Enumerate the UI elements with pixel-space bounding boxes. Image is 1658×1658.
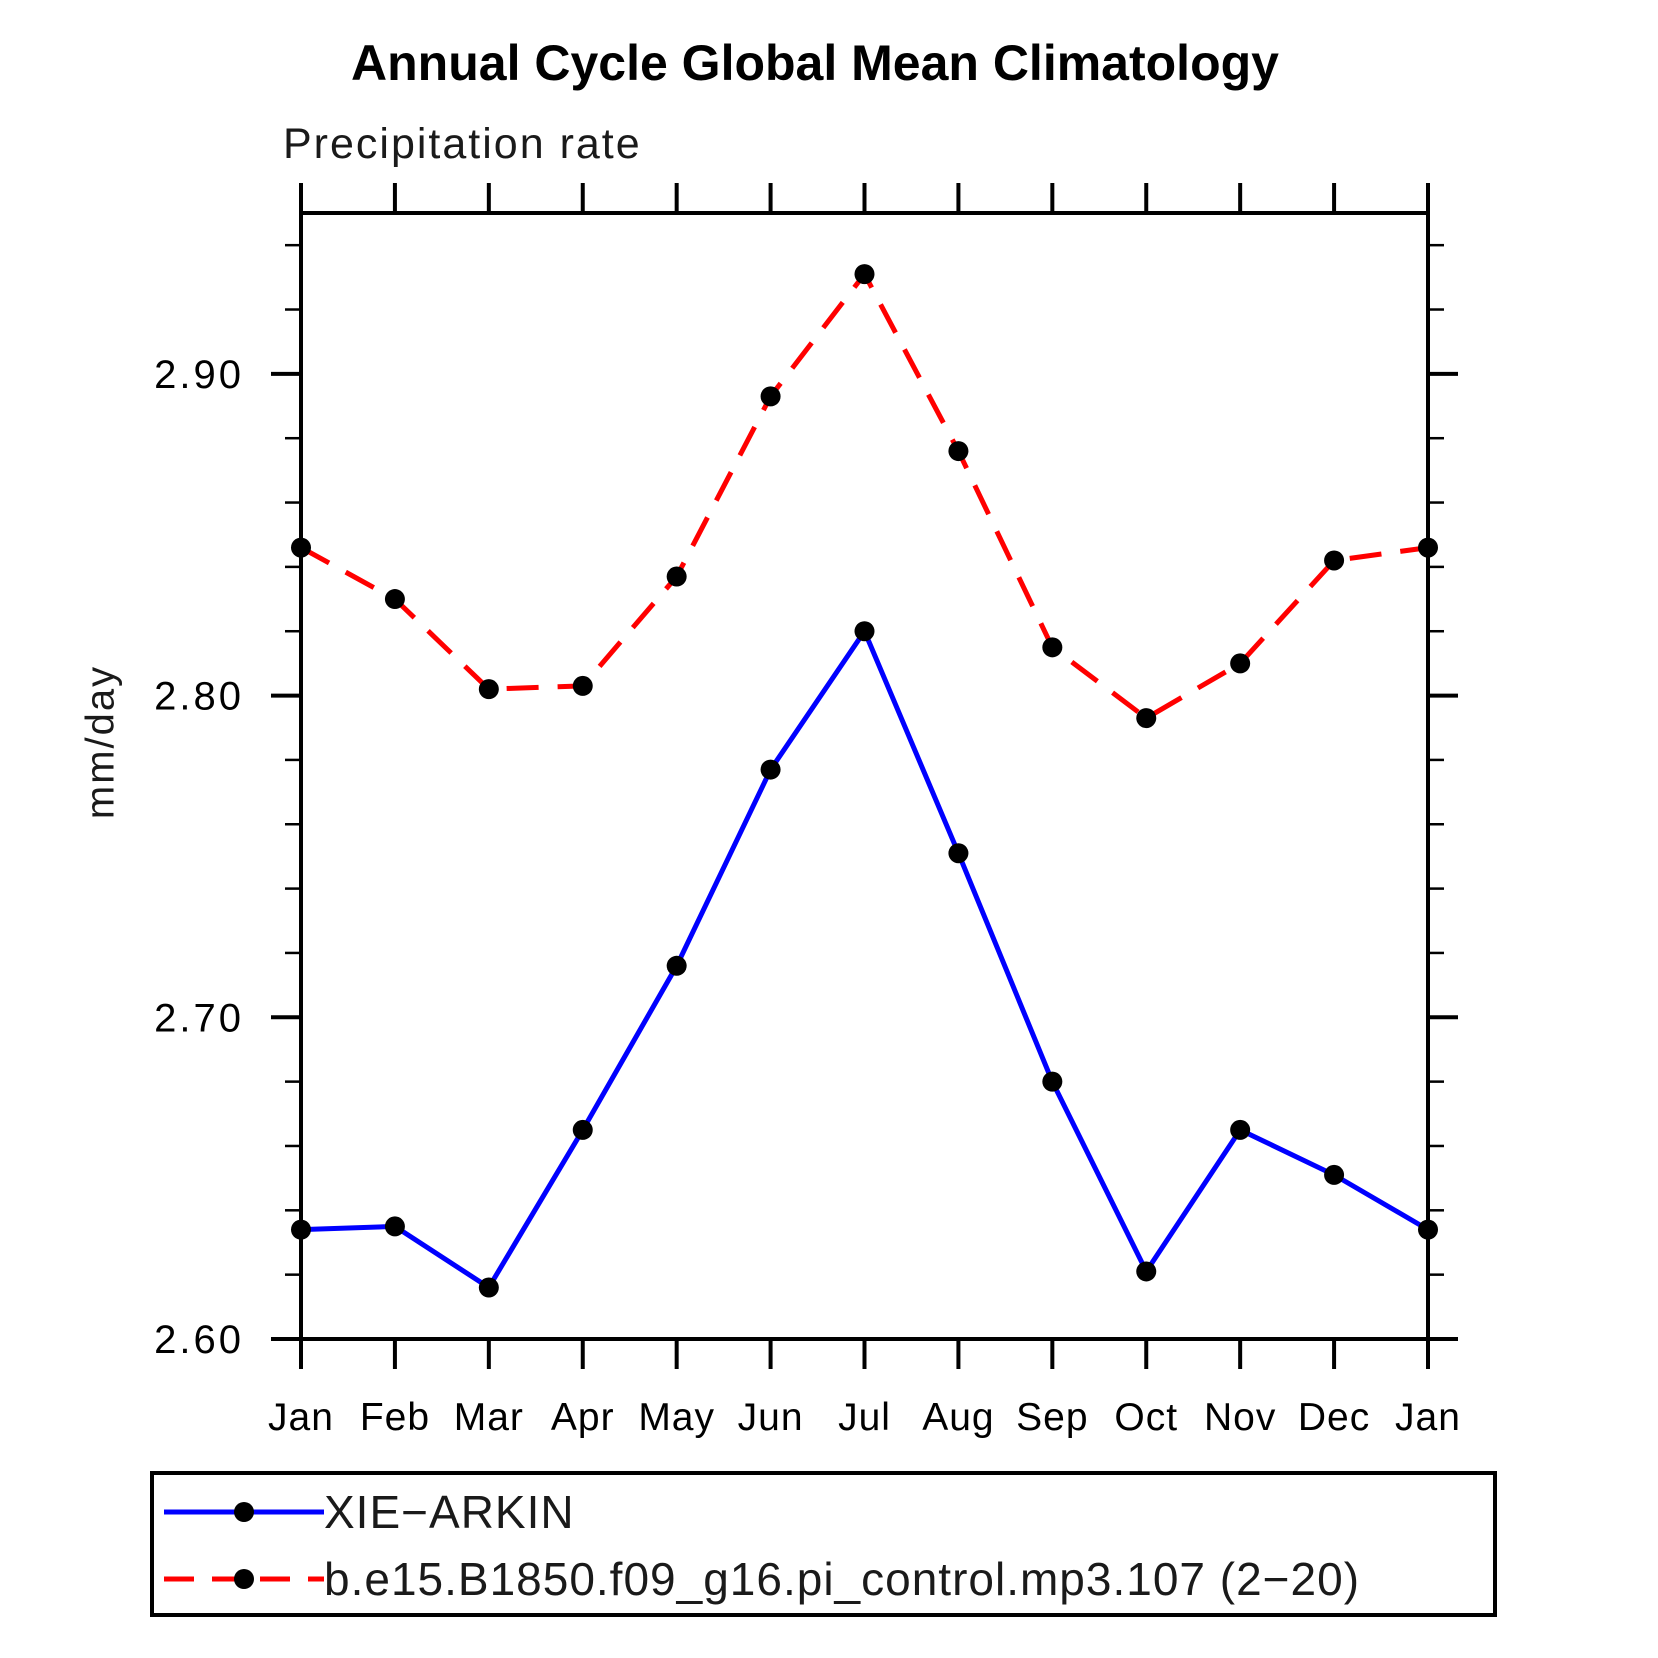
chart-subtitle: Precipitation rate [283,120,642,168]
plot-frame [299,211,1430,1341]
data-point [854,621,875,642]
legend-row-xie-arkin: XIE−ARKIN [157,1486,575,1538]
y-tick-label: 2.80 [154,675,244,719]
legend-marker-icon [234,1569,254,1589]
x-tick-label: Jun [738,1396,804,1439]
x-tick-label: Dec [1298,1396,1370,1439]
series-line-xie-arkin [300,625,1430,1292]
x-tick-label: Sep [1016,1396,1088,1439]
data-point [948,843,969,864]
data-point [384,589,405,610]
data-point [291,1219,311,1240]
legend-label-model: b.e15.B1850.f09_g16.pi_control.mp3.107 (… [324,1553,1361,1605]
data-point [854,264,875,285]
data-point [1324,550,1345,571]
y-tick-label: 2.70 [154,996,244,1040]
x-tick-label: Nov [1204,1396,1276,1439]
legend-box: XIE−ARKIN b.e15.B1850.f09_g16.pi_control… [150,1471,1497,1617]
data-point [572,1119,593,1140]
legend-row-model: b.e15.B1850.f09_g16.pi_control.mp3.107 (… [157,1553,1360,1605]
data-point [572,675,593,696]
x-tick-label: Mar [454,1396,524,1439]
data-point [1230,1119,1251,1140]
x-tick-label: Jan [1395,1396,1461,1439]
data-point [1230,653,1251,674]
legend-marker-icon [234,1502,254,1522]
data-point [760,386,781,407]
x-tick-label: Feb [360,1396,430,1439]
legend-label-xie-arkin: XIE−ARKIN [324,1486,575,1538]
data-point [1418,537,1438,558]
x-tick-label: Apr [551,1396,615,1439]
data-point [1324,1164,1345,1185]
y-tick-label: 2.60 [154,1318,244,1362]
data-point [760,759,781,780]
y-tick-label: 2.90 [154,353,244,397]
data-point [1418,1219,1438,1240]
data-point [384,1216,405,1237]
legend-line-solid-icon [164,1502,324,1522]
data-point [666,955,687,976]
series-line-model [299,269,1429,722]
data-point [1136,708,1157,729]
data-point [948,441,969,462]
data-point [1042,637,1063,658]
x-tick-label: Jul [838,1396,891,1439]
x-tick-label: May [638,1396,715,1439]
x-tick-label: Aug [922,1396,994,1439]
legend-line-dashed-icon [164,1569,324,1589]
data-point [291,537,311,558]
chart-title: Annual Cycle Global Mean Climatology [351,35,1279,91]
data-point [666,566,687,587]
data-point [1042,1071,1063,1092]
x-tick-label: Jan [268,1396,334,1439]
data-point [478,1277,499,1298]
data-point [1136,1261,1157,1282]
x-tick-label: Oct [1114,1396,1178,1439]
data-point [478,679,499,700]
